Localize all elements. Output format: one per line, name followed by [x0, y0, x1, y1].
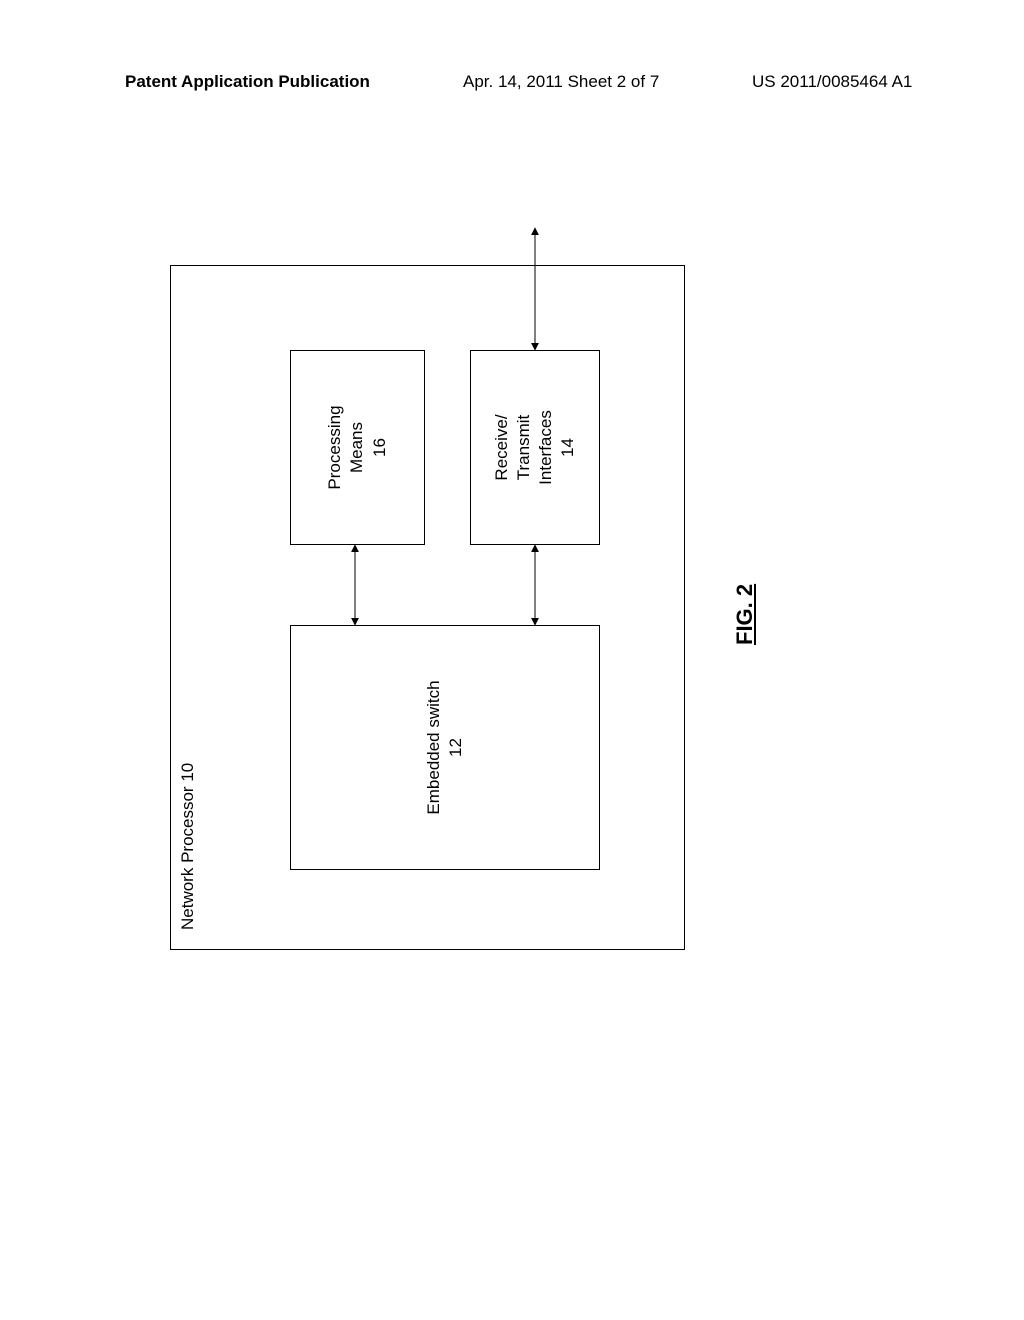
- figure-rotated: Network Processor 10 Embedded switch 12 …: [130, 225, 895, 990]
- header-right-text: US 2011/0085464 A1: [752, 72, 912, 92]
- page-header: Patent Application Publication Apr. 14, …: [0, 72, 1024, 100]
- figure-area: Network Processor 10 Embedded switch 12 …: [130, 225, 895, 990]
- header-center-text: Apr. 14, 2011 Sheet 2 of 7: [463, 72, 659, 92]
- figure-caption: FIG. 2: [732, 584, 758, 645]
- page: Patent Application Publication Apr. 14, …: [0, 0, 1024, 1320]
- arrows-svg: [130, 225, 895, 990]
- header-left-text: Patent Application Publication: [125, 72, 370, 92]
